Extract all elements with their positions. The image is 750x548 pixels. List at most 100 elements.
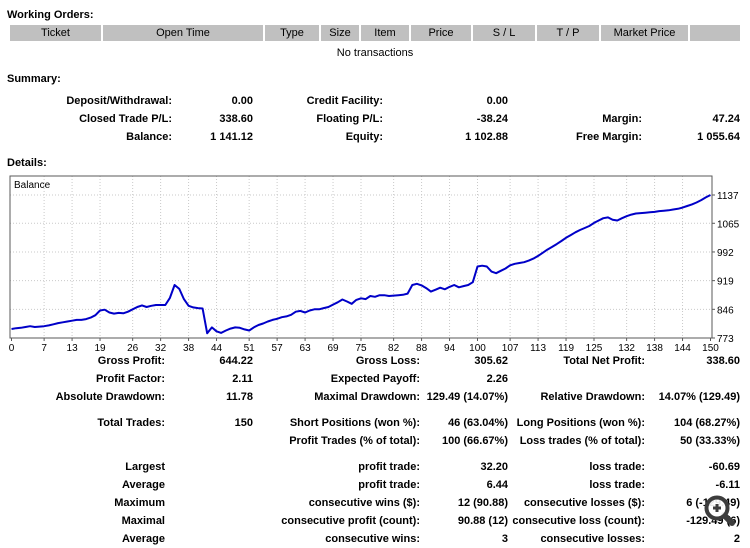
column-header-t-p: T / P — [537, 25, 601, 41]
y-axis-tick-label: 773 — [717, 334, 734, 345]
balance-chart: 0 7 13 19 26 32 38 44 51 57 63 69 75 82 88 94 100 107 113 1… — [0, 174, 750, 356]
y-axis-tick-label: 919 — [717, 277, 734, 288]
x-axis-tick-label: 7 — [41, 343, 47, 354]
stats-section-3: Largest profit trade: 32.20 loss trade: -60.… — [0, 458, 750, 548]
stat-value: 32.20 — [480, 461, 508, 473]
summary-label: Free Margin: — [575, 131, 642, 143]
x-axis-tick-label: 138 — [646, 343, 663, 354]
stat-label: Short Positions (won %): — [289, 417, 420, 429]
summary-value: -38.24 — [476, 113, 508, 125]
stat-value: 3 — [501, 533, 508, 545]
x-axis-tick-label: 113 — [530, 343, 546, 354]
summary-value: 338.60 — [219, 113, 253, 125]
x-axis-tick-label: 57 — [272, 343, 284, 354]
x-axis-tick-label: 144 — [674, 343, 691, 354]
stat-label: consecutive wins: — [325, 533, 420, 545]
stat-label: Total Trades: — [97, 417, 165, 429]
stat-label: Maximal Drawdown: — [314, 391, 420, 403]
x-axis-tick-label: 150 — [702, 343, 719, 354]
stat-value: 129.49 (14.07%) — [426, 391, 508, 403]
column-header-open-time: Open Time — [103, 25, 265, 41]
x-axis-tick-label: 32 — [155, 343, 167, 354]
stat-label: Maximal — [121, 515, 165, 527]
x-axis-tick-label: 13 — [67, 343, 79, 354]
x-axis-tick-label: 119 — [558, 343, 574, 354]
summary-value: 1 055.64 — [697, 131, 740, 143]
stat-label: Absolute Drawdown: — [55, 391, 165, 403]
summary-label: Credit Facility: — [306, 95, 383, 107]
stat-value: 6.44 — [486, 479, 508, 491]
stat-value: 644.22 — [219, 355, 253, 367]
stat-value: 2.11 — [232, 373, 253, 385]
stats-section-2: Total Trades: 150 Short Positions (won %):… — [0, 414, 750, 450]
x-axis-tick-label: 82 — [388, 343, 400, 354]
column-header-price: Price — [411, 25, 473, 41]
stat-label: Gross Loss: — [355, 355, 420, 367]
stat-label: Average — [121, 479, 165, 491]
stat-row: Profit Factor: 2.11 Expected Payoff: 2.26 — [0, 370, 750, 388]
stat-label: consecutive loss (count): — [512, 515, 645, 527]
working-orders-title: Working Orders: — [7, 9, 94, 21]
summary-value: 0.00 — [231, 95, 253, 107]
stat-label: consecutive losses ($): — [523, 497, 645, 509]
summary-label — [508, 92, 642, 110]
details-title: Details: — [7, 157, 47, 169]
working-orders-empty-message: No transactions — [336, 47, 414, 59]
x-axis-tick-label: 75 — [355, 343, 367, 354]
stat-value: 11.78 — [226, 391, 253, 403]
x-axis-tick-label: 19 — [94, 343, 106, 354]
stat-row: Gross Profit: 644.22 Gross Loss: 305.62 Tota… — [0, 352, 750, 370]
stat-value: 12 (90.88) — [457, 497, 508, 509]
x-axis-tick-label: 51 — [244, 343, 256, 354]
stat-label: Profit Factor: — [95, 373, 165, 385]
stat-row: Profit Trades (% of total): 100 (66.67%) L… — [0, 432, 750, 450]
stat-value: 46 (63.04%) — [448, 417, 508, 429]
stat-label: Long Positions (won %): — [516, 417, 645, 429]
x-axis-tick-label: 44 — [211, 343, 223, 354]
y-axis-tick-label: 846 — [717, 305, 734, 316]
y-axis-tick-label: 1065 — [717, 219, 740, 230]
summary-label: Deposit/Withdrawal: — [66, 95, 172, 107]
column-header-item: Item — [361, 25, 411, 41]
balance-line — [11, 194, 711, 335]
chart-series-label: Balance — [14, 180, 51, 191]
stat-label: Average — [121, 533, 165, 545]
x-axis-tick-label: 0 — [9, 343, 15, 354]
x-axis-tick-label: 88 — [416, 343, 428, 354]
stat-row: Average profit trade: 6.44 loss trade: -6.11 — [0, 476, 750, 494]
summary-label: Equity: — [345, 131, 383, 143]
stat-label: consecutive wins ($): — [308, 497, 420, 509]
stat-value — [165, 512, 253, 530]
stat-row: Absolute Drawdown: 11.78 Maximal Drawdown:… — [0, 388, 750, 406]
summary-value — [642, 92, 740, 110]
stat-value: 2 — [733, 533, 740, 545]
stat-label: Expected Payoff: — [330, 373, 420, 385]
stat-value: -6.11 — [715, 479, 740, 491]
stat-label — [0, 432, 165, 450]
stat-value: 338.60 — [706, 355, 740, 367]
y-axis-tick-label: 1137 — [717, 191, 739, 202]
stat-label: consecutive losses: — [540, 533, 645, 545]
stat-value: 50 (33.33%) — [680, 435, 740, 447]
summary-label: Closed Trade P/L: — [79, 113, 172, 125]
x-axis-tick-label: 38 — [183, 343, 195, 354]
stat-label: profit trade: — [358, 479, 420, 491]
summary-value: 1 102.88 — [465, 131, 508, 143]
stat-label: Profit Trades (% of total): — [289, 435, 420, 447]
stat-row: Total Trades: 150 Short Positions (won %):… — [0, 414, 750, 432]
stat-label: consecutive profit (count): — [281, 515, 420, 527]
stat-label: Largest — [125, 461, 165, 473]
x-axis-tick-label: 132 — [618, 343, 635, 354]
summary-label: Balance: — [126, 131, 172, 143]
stat-value — [645, 370, 740, 388]
stat-value — [165, 432, 253, 450]
x-axis-tick-label: 100 — [469, 343, 486, 354]
x-axis-tick-label: 107 — [502, 343, 519, 354]
x-axis-tick-label: 94 — [444, 343, 456, 354]
summary-title: Summary: — [7, 73, 61, 85]
stat-label: loss trade: — [589, 461, 645, 473]
summary-row: Balance: 1 141.12 Equity: 1 102.88 Free Marg… — [0, 128, 750, 146]
stat-value: 104 (68.27%) — [673, 417, 740, 429]
stat-row: Maximal consecutive profit (count): 90.88 … — [0, 512, 750, 530]
